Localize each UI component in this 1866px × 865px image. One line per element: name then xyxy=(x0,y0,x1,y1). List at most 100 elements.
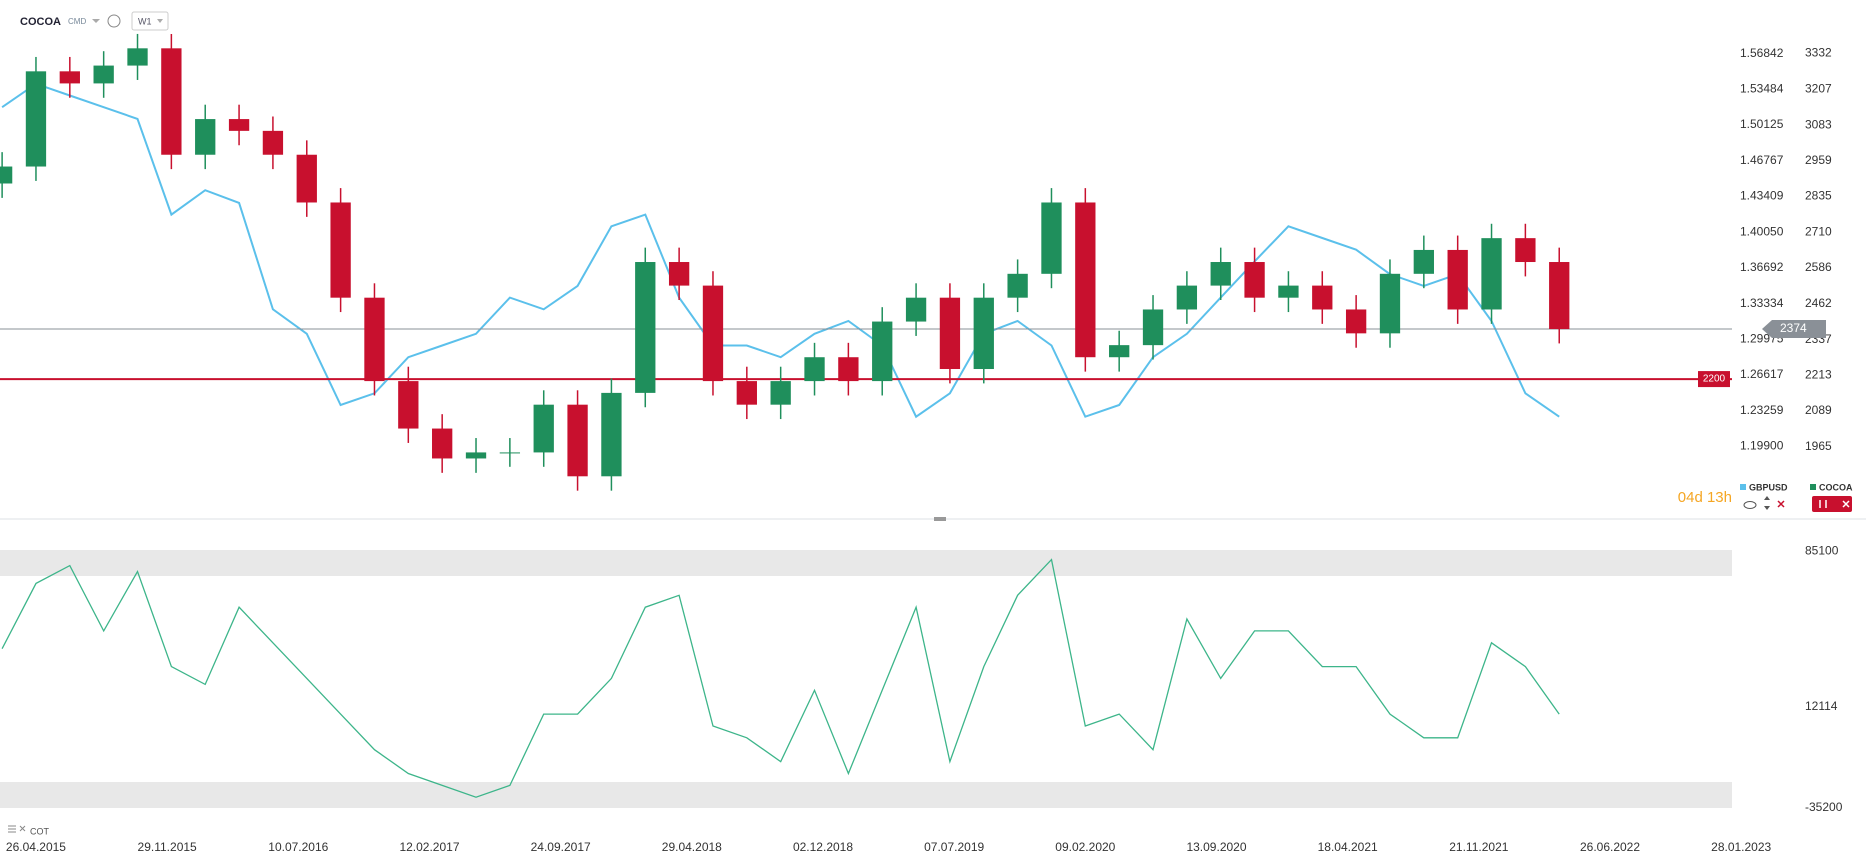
candle-body xyxy=(364,297,385,382)
candle-body xyxy=(25,71,47,167)
candle-body xyxy=(635,262,656,393)
x-tick-label: 07.07.2019 xyxy=(924,840,984,854)
countdown: 04d 13h xyxy=(1678,489,1732,506)
candle-body xyxy=(1041,202,1062,274)
zone-band xyxy=(0,550,1732,576)
y-tick-label: 2959 xyxy=(1805,153,1832,167)
candle-body xyxy=(702,285,724,382)
x-tick-label: 29.04.2018 xyxy=(662,840,722,854)
candle-body xyxy=(804,357,825,382)
symbol: COCOA xyxy=(20,16,61,28)
candle-body xyxy=(1379,273,1401,334)
indicator-line xyxy=(1,558,1560,798)
candle-body xyxy=(432,428,453,459)
candle-body xyxy=(59,71,80,84)
candle-body xyxy=(567,404,588,477)
order-toggle[interactable] xyxy=(1764,496,1770,510)
y2-tick-label: 1.36692 xyxy=(1740,260,1784,274)
remove-icon[interactable] xyxy=(1842,500,1850,508)
y-tick-label: 3332 xyxy=(1805,46,1832,60)
candle-body xyxy=(1312,285,1333,310)
remove-icon[interactable] xyxy=(1777,500,1785,508)
x-tick-label: 28.01.2023 xyxy=(1711,840,1771,854)
candle-body xyxy=(838,357,859,382)
candle-body xyxy=(1515,238,1536,263)
style-icon[interactable] xyxy=(1819,500,1827,508)
y-tick-label: 2213 xyxy=(1805,368,1832,382)
y-tick-label: 1965 xyxy=(1805,439,1832,453)
info-icon[interactable] xyxy=(107,14,121,28)
y2-tick-label: 1.23259 xyxy=(1740,403,1784,417)
candle-body xyxy=(973,297,994,370)
x-tick-label: 24.09.2017 xyxy=(531,840,591,854)
price-tag-label: 2200 xyxy=(1703,374,1726,385)
y2-tick-label: 1.19900 xyxy=(1740,439,1784,453)
candle-body xyxy=(228,119,250,131)
candle-body xyxy=(1176,285,1198,310)
candle-body xyxy=(127,48,148,66)
candle-body xyxy=(1549,262,1570,330)
price-tag xyxy=(1762,320,1826,339)
y-tick-label: 3083 xyxy=(1805,117,1832,131)
legend-label: COCOA xyxy=(1819,482,1853,492)
series-controls[interactable] xyxy=(1812,496,1852,512)
candle-body xyxy=(939,297,961,370)
y-tick-label: 2462 xyxy=(1805,296,1832,310)
indicator-menu[interactable] xyxy=(8,825,16,833)
y-tick-label: 3207 xyxy=(1805,82,1832,96)
legend-label: GBPUSD xyxy=(1749,482,1788,492)
candle-body xyxy=(905,297,927,322)
visibility-toggle[interactable] xyxy=(1743,501,1757,509)
candle-body xyxy=(93,65,114,84)
candle-body xyxy=(1007,273,1028,298)
y-tick-label: 2586 xyxy=(1805,260,1832,274)
candle-body xyxy=(1244,262,1265,298)
resize-handle[interactable] xyxy=(934,517,946,521)
x-tick-label: 02.12.2018 xyxy=(793,840,853,854)
y2-tick-label: 1.56842 xyxy=(1740,46,1784,60)
candle-body xyxy=(296,154,317,203)
candle-body xyxy=(736,381,757,405)
candle-body xyxy=(601,392,622,477)
dropdown-arrow[interactable] xyxy=(157,19,163,23)
y-tick-label: 2710 xyxy=(1805,225,1832,239)
timeframe-select[interactable] xyxy=(131,11,169,31)
y2-tick-label: 1.50125 xyxy=(1740,117,1784,131)
legend-swatch xyxy=(1810,484,1816,490)
x-tick-label: 12.02.2017 xyxy=(399,840,459,854)
y2-tick-label: 1.53484 xyxy=(1740,81,1784,95)
x-tick-label: 13.09.2020 xyxy=(1186,840,1246,854)
x-tick-label: 09.02.2020 xyxy=(1055,840,1115,854)
candle-body xyxy=(1481,238,1502,310)
candle-body xyxy=(1345,309,1367,334)
x-tick-label: 10.07.2016 xyxy=(268,840,328,854)
timeframe: W1 xyxy=(138,16,152,26)
candle-body xyxy=(0,166,13,184)
indicator-name: COT xyxy=(30,826,50,836)
candle-body xyxy=(1109,345,1130,358)
candle-body xyxy=(668,262,690,286)
dropdown-arrow[interactable] xyxy=(92,19,100,23)
candle-body xyxy=(465,452,487,459)
candle-body xyxy=(1075,202,1096,358)
candle-body xyxy=(1142,309,1164,346)
y2-tick-label: 1.33334 xyxy=(1740,296,1784,310)
indicator-tick-label: -35200 xyxy=(1805,800,1843,814)
x-tick-label: 29.11.2015 xyxy=(138,840,197,854)
x-tick-label: 18.04.2021 xyxy=(1318,840,1378,854)
legend-swatch xyxy=(1740,484,1746,490)
zone-band xyxy=(0,782,1732,808)
candle-body xyxy=(161,48,182,155)
candle-body xyxy=(499,452,521,454)
overlay-line xyxy=(1,82,1560,419)
y-tick-label: 2089 xyxy=(1805,403,1832,417)
indicator-tick-label: 85100 xyxy=(1805,543,1839,557)
indicator-remove[interactable] xyxy=(19,825,26,832)
y2-tick-label: 1.40050 xyxy=(1740,224,1784,238)
candle-body xyxy=(1447,249,1468,310)
y-tick-label: 2835 xyxy=(1805,189,1832,203)
x-tick-label: 26.04.2015 xyxy=(6,840,66,854)
candle-body xyxy=(195,119,216,155)
